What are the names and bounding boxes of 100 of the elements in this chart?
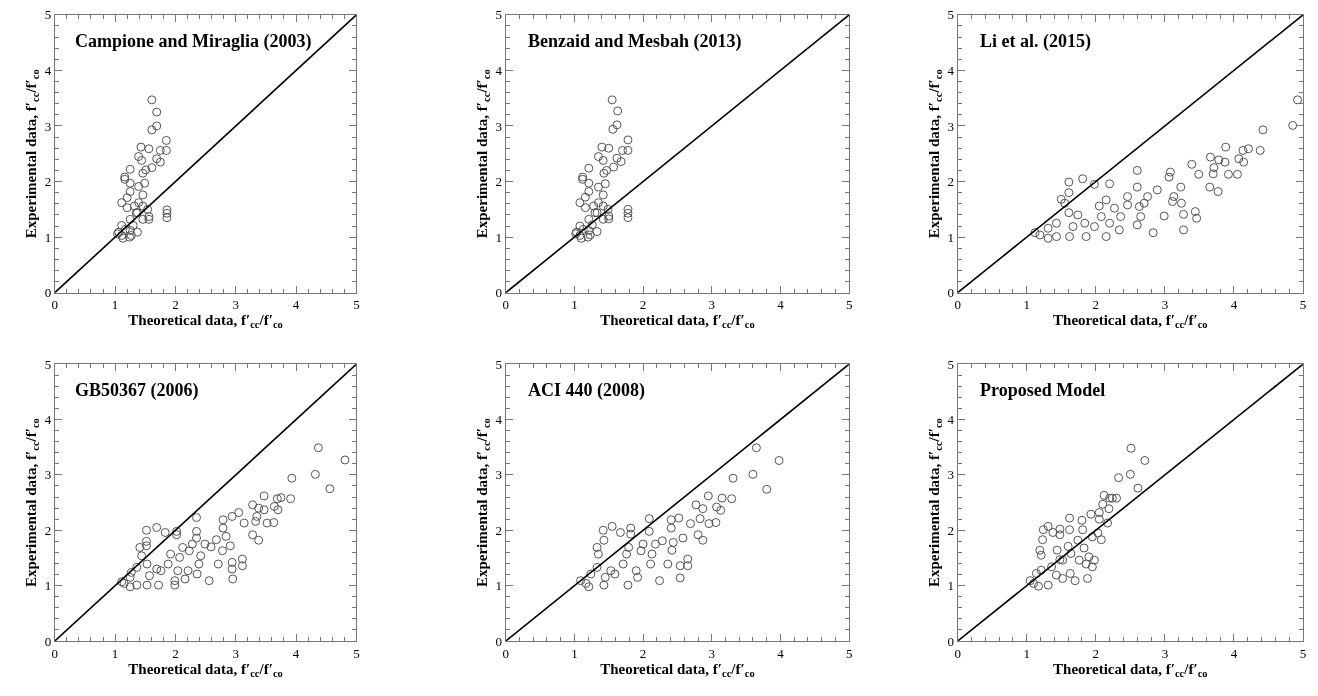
x-axis-title: Theoretical data, f′$_{cc}$/f′$_{co}$	[128, 660, 283, 679]
point	[584, 163, 594, 173]
point	[1058, 573, 1068, 583]
point	[623, 135, 633, 145]
y-tick-label: 0	[495, 633, 503, 649]
y-tick-label: 5	[947, 7, 955, 23]
point	[122, 193, 132, 203]
point	[1035, 545, 1045, 555]
y-tick-label: 3	[947, 118, 955, 134]
point	[1093, 528, 1103, 538]
point	[593, 182, 603, 192]
point	[140, 178, 150, 188]
x-tick-label: 5	[1299, 297, 1307, 313]
point	[623, 213, 633, 223]
y-tick-label: 5	[44, 356, 52, 372]
x-tick-label: 5	[845, 645, 853, 661]
x-tick-label: 4	[1230, 297, 1238, 313]
point	[134, 182, 144, 192]
y-tick-label: 5	[947, 356, 955, 372]
point	[584, 187, 594, 197]
y-tick-label: 3	[44, 118, 52, 134]
point	[1079, 543, 1089, 553]
point	[1073, 535, 1083, 545]
point	[1043, 521, 1053, 531]
point	[117, 198, 127, 208]
point	[623, 208, 633, 218]
point	[1063, 541, 1073, 551]
x-tick-label: 5	[845, 297, 853, 313]
x-tick-label: 4	[292, 297, 300, 313]
point	[593, 198, 603, 208]
point	[1038, 535, 1048, 545]
text: Campione and Miraglia (2003)	[75, 31, 312, 52]
point	[125, 214, 135, 224]
point	[147, 95, 157, 105]
point	[617, 145, 627, 155]
point	[1096, 535, 1106, 545]
point	[117, 220, 127, 230]
text: Proposed Model	[980, 380, 1106, 400]
point	[136, 142, 146, 152]
y-tick-label: 1	[495, 229, 503, 245]
point	[152, 107, 162, 117]
x-tick-label: 2	[172, 297, 179, 313]
x-tick-label: 2	[639, 645, 647, 661]
point	[1114, 473, 1124, 483]
x-tick-label: 4	[777, 297, 785, 313]
point	[1087, 532, 1097, 542]
x-tick-label: 3	[1161, 297, 1169, 313]
point	[125, 187, 135, 197]
point	[122, 203, 132, 213]
point	[120, 224, 130, 234]
y-tick-label: 4	[44, 62, 52, 78]
point	[125, 178, 135, 188]
point	[161, 135, 171, 145]
y-tick-label: 2	[947, 522, 955, 538]
point	[612, 153, 622, 163]
point	[616, 157, 626, 167]
point	[598, 201, 608, 211]
point	[598, 214, 608, 224]
point	[1140, 455, 1150, 465]
y-tick-label: 4	[947, 62, 955, 78]
x-tick-label: 2	[1092, 297, 1100, 313]
point	[1089, 555, 1099, 565]
y-tick-label: 4	[947, 412, 955, 428]
point	[1036, 550, 1046, 560]
point	[1098, 499, 1108, 509]
point	[125, 164, 135, 174]
point	[161, 145, 171, 155]
x-tick-label: 1	[111, 645, 119, 661]
point	[1103, 518, 1113, 528]
point	[1048, 527, 1058, 537]
point	[1047, 562, 1057, 572]
point	[598, 155, 608, 165]
point	[612, 120, 622, 130]
y-tick-label: 1	[44, 578, 52, 594]
point	[1033, 581, 1043, 591]
x-tick-label: 4	[1230, 645, 1238, 661]
point	[144, 144, 154, 154]
x-tick-label: 3	[708, 645, 716, 661]
point	[1038, 525, 1048, 535]
x-tick-label: 3	[232, 297, 239, 313]
point	[593, 152, 603, 162]
point	[125, 225, 135, 235]
point	[1086, 509, 1096, 519]
point	[138, 214, 148, 224]
text: GB50367 (2006)	[75, 380, 199, 401]
point	[597, 142, 607, 152]
point	[575, 198, 585, 208]
point	[162, 213, 172, 223]
y-tick-label: 1	[495, 578, 503, 594]
x-tick-label: 1	[1023, 297, 1030, 313]
point	[1078, 525, 1088, 535]
y-tick-label: 2	[495, 522, 503, 538]
point	[1125, 469, 1135, 479]
y-tick-label: 5	[495, 356, 503, 372]
point	[580, 203, 590, 213]
text: Li et al. (2015)	[980, 31, 1091, 52]
y-tick-label: 1	[44, 229, 52, 245]
point	[132, 227, 142, 237]
y-tick-label: 1	[947, 578, 955, 594]
x-axis-title: Theoretical data, f′$_{cc}$/f′$_{co}$	[600, 660, 755, 679]
